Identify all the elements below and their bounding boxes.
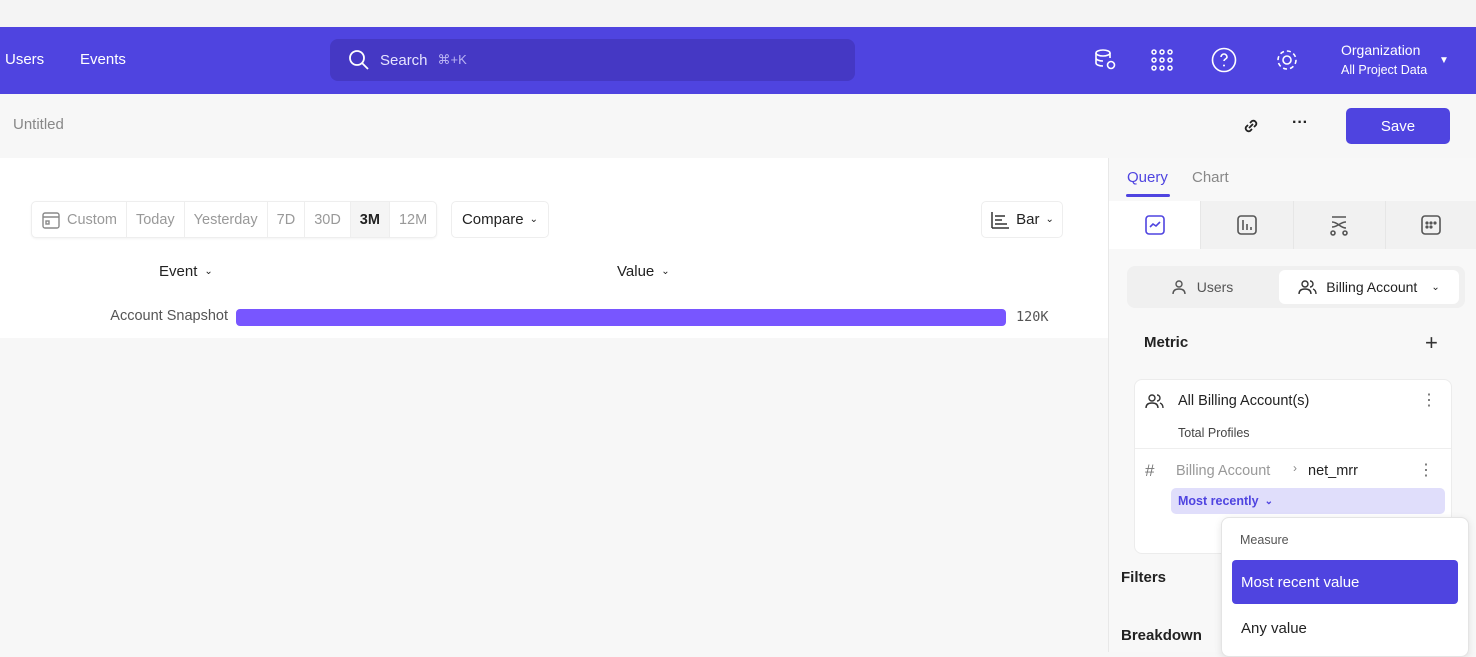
column-header-event[interactable]: Event ⌄ [159, 263, 213, 280]
date-custom[interactable]: Custom [32, 202, 127, 237]
dropdown-heading: Measure [1240, 533, 1289, 547]
database-settings-icon[interactable] [1092, 47, 1118, 73]
aggregation-label: Most recently [1178, 494, 1259, 508]
calendar-icon [42, 211, 60, 229]
help-icon[interactable] [1211, 47, 1237, 73]
chevron-down-icon: ⌄ [1264, 495, 1273, 507]
nav-events[interactable]: Events [80, 51, 126, 68]
apps-grid-icon[interactable] [1149, 47, 1175, 73]
user-icon [1172, 280, 1186, 295]
bar-chart-icon [991, 211, 1010, 229]
numeric-property-icon: # [1145, 461, 1155, 480]
date-12m[interactable]: 12M [398, 211, 428, 228]
top-nav: Users Events Search ⌘+K Organization All… [0, 27, 1476, 94]
chevron-down-icon: ⌄ [1431, 281, 1440, 293]
breakdown-heading: Breakdown [1121, 627, 1202, 644]
chevron-down-icon: ⌄ [529, 214, 539, 225]
aggregation-dropdown[interactable]: Most recently ⌄ [1171, 488, 1445, 514]
vis-retention-tab[interactable] [1386, 201, 1476, 249]
divider [1135, 448, 1451, 449]
date-30d[interactable]: 30D [305, 202, 351, 237]
row-label: Account Snapshot [110, 308, 228, 324]
metric-subtitle: Total Profiles [1178, 426, 1250, 440]
date-today[interactable]: Today [127, 202, 185, 237]
active-tab-indicator [1126, 194, 1170, 197]
date-custom-label: Custom [67, 211, 117, 228]
search-icon [349, 50, 369, 70]
chevron-right-icon: › [1293, 461, 1297, 475]
measure-dropdown-menu: Measure Most recent value Any value [1221, 517, 1469, 657]
metric-more-icon[interactable]: ⋮ [1421, 392, 1437, 409]
group-icon [1298, 280, 1317, 295]
top-strip [0, 0, 1476, 27]
chevron-down-icon: ⌄ [1045, 214, 1054, 225]
chevron-down-icon: ⌄ [204, 266, 213, 277]
caret-down-icon[interactable]: ▼ [1439, 55, 1449, 66]
group-icon [1145, 394, 1164, 409]
metric-heading: Metric [1144, 334, 1189, 351]
option-most-recent-value[interactable]: Most recent value [1232, 560, 1458, 604]
query-panel: Query Chart Users Billing Account ⌄ Metri… [1108, 158, 1476, 657]
date-yesterday[interactable]: Yesterday [185, 202, 268, 237]
metric-name[interactable]: All Billing Account(s) [1178, 393, 1310, 409]
org-subtitle: All Project Data [1341, 63, 1428, 77]
line-chart-icon [1144, 215, 1165, 235]
property-name[interactable]: net_mrr [1308, 463, 1358, 479]
chart-area: Custom Today Yesterday 7D 30D 3M 12M Com… [0, 158, 1108, 338]
column-header-value[interactable]: Value ⌄ [617, 263, 670, 280]
link-icon[interactable] [1241, 116, 1261, 141]
date-7d[interactable]: 7D [268, 202, 306, 237]
report-toolbar: Untitled ··· Save [0, 94, 1476, 158]
tab-query[interactable]: Query [1127, 169, 1168, 186]
date-3m[interactable]: 3M [350, 202, 390, 237]
chevron-down-icon: ⌄ [661, 266, 670, 277]
date-range-selector: Custom Today Yesterday 7D 30D 3M 12M [31, 201, 438, 238]
entity-users[interactable]: Users [1127, 266, 1277, 308]
vis-flows-tab[interactable] [1294, 201, 1386, 249]
add-metric-icon[interactable]: + [1425, 330, 1438, 355]
filter-heading: Filters [1121, 569, 1167, 586]
vis-funnels-tab[interactable] [1201, 201, 1294, 249]
option-any-value[interactable]: Any value [1241, 619, 1307, 637]
bar-value-label: 120K [1016, 309, 1049, 325]
flows-icon [1330, 216, 1348, 236]
report-title[interactable]: Untitled [13, 116, 64, 133]
settings-gear-icon[interactable] [1274, 47, 1300, 73]
visualization-tabs [1109, 201, 1476, 249]
column-value-label: Value [617, 263, 655, 280]
entity-billing-account[interactable]: Billing Account ⌄ [1279, 270, 1459, 304]
save-button[interactable]: Save [1346, 108, 1450, 144]
compare-dropdown[interactable]: Compare ⌄ [451, 201, 549, 238]
entity-billing-label: Billing Account [1326, 279, 1418, 295]
tab-chart[interactable]: Chart [1192, 169, 1229, 186]
search-shortcut: ⌘+K [437, 52, 467, 67]
retention-grid-icon [1421, 215, 1442, 235]
property-more-icon[interactable]: ⋮ [1418, 462, 1434, 479]
search-input[interactable]: Search ⌘+K [330, 39, 855, 81]
organization-selector[interactable]: Organization All Project Data [1341, 40, 1427, 80]
chart-type-dropdown[interactable]: Bar ⌄ [981, 201, 1063, 238]
entity-switcher: Users Billing Account ⌄ [1127, 266, 1465, 308]
compare-label: Compare [461, 211, 524, 228]
funnel-bars-icon [1237, 215, 1257, 235]
org-title: Organization [1341, 42, 1421, 58]
value-bar[interactable] [236, 309, 1006, 326]
column-event-label: Event [159, 263, 198, 280]
more-options-icon[interactable]: ··· [1292, 114, 1308, 131]
nav-users[interactable]: Users [5, 51, 45, 68]
entity-users-label: Users [1196, 279, 1234, 295]
search-placeholder: Search [380, 51, 428, 69]
chart-type-label: Bar [1016, 211, 1040, 228]
property-parent[interactable]: Billing Account [1176, 463, 1271, 479]
vis-insights-tab[interactable] [1109, 201, 1202, 249]
